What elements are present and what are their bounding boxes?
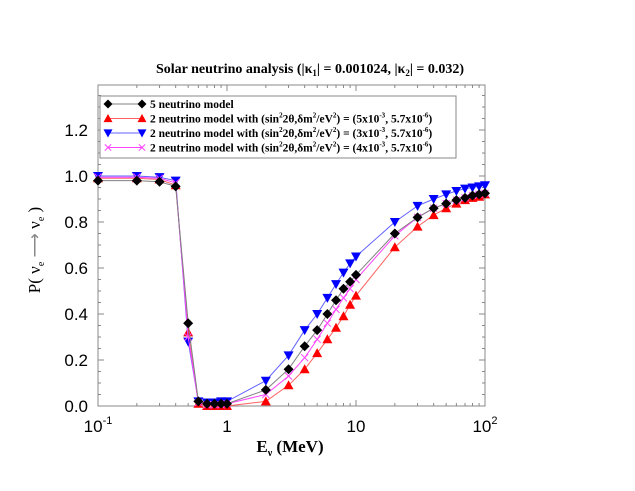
legend-item: 2 neutrino model with (sin22θ,δm2/eV2) =… <box>104 141 432 155</box>
svg-text:2 neutrino model with (sin22θ,: 2 neutrino model with (sin22θ,δm2/eV2) =… <box>150 126 432 140</box>
y-tick-label: 0.8 <box>64 213 88 232</box>
svg-text:5 neutrino model: 5 neutrino model <box>150 99 234 111</box>
x-tick-label: 10 <box>347 417 366 436</box>
y-tick-labels: 0.0 0.2 0.4 0.6 0.8 1.0 1.2 <box>64 121 88 416</box>
legend-item: 2 neutrino model with (sin22θ,δm2/eV2) =… <box>103 126 432 140</box>
legend-item: 5 neutrino model <box>103 99 234 111</box>
series-0 <box>93 175 490 409</box>
y-tick-label: 0.2 <box>64 351 88 370</box>
chart-title: Solar neutrino analysis (|κ1| = 0.001024… <box>156 62 464 78</box>
x-tick-label: 10-1 <box>84 415 113 436</box>
svg-text:2 neutrino model with (sin22θ,: 2 neutrino model with (sin22θ,δm2/eV2) =… <box>150 141 432 155</box>
y-axis-label: P( νe ⟶ νe ) <box>25 207 47 293</box>
svg-text:2 neutrino model with (sin22θ,: 2 neutrino model with (sin22θ,δm2/eV2) =… <box>150 112 432 126</box>
y-tick-label: 0.6 <box>64 259 88 278</box>
svg-text:P( νe ⟶ νe ): P( νe ⟶ νe ) <box>25 207 47 293</box>
data-series <box>93 172 490 410</box>
y-tick-label: 1.2 <box>64 121 88 140</box>
x-tick-labels: 10-1 1 10 102 <box>84 415 498 436</box>
x-tick-label: 1 <box>222 417 231 436</box>
y-tick-label: 0.4 <box>64 305 88 324</box>
x-axis-label: Eν (MeV) <box>256 437 323 459</box>
legend-item: 2 neutrino model with (sin22θ,δm2/eV2) =… <box>103 112 432 126</box>
y-tick-label: 1.0 <box>64 167 88 186</box>
y-tick-label: 0.0 <box>64 397 88 416</box>
axis-ticks <box>97 85 485 407</box>
x-tick-label: 102 <box>472 415 497 436</box>
